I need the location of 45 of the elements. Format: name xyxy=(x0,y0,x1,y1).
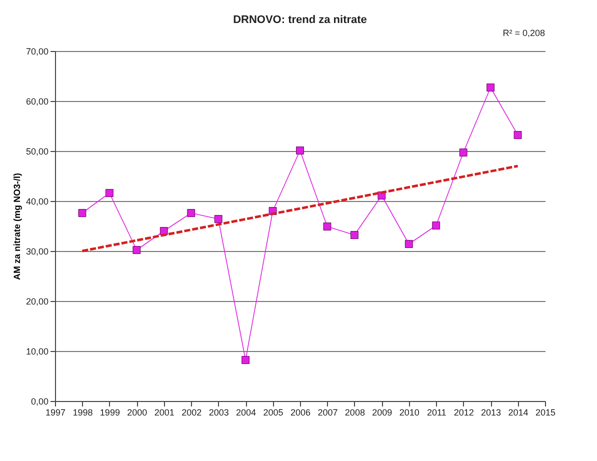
point xyxy=(459,148,468,156)
y-tick-label: 60,00 xyxy=(26,96,48,106)
x-tick-label: 2001 xyxy=(154,408,174,418)
point xyxy=(323,222,332,230)
x-tick-label: 2009 xyxy=(372,408,392,418)
point xyxy=(214,215,222,223)
y-tick-label: 30,00 xyxy=(26,246,48,256)
point xyxy=(514,131,522,139)
y-tick-label: 50,00 xyxy=(26,146,48,156)
text: R² = 0,208 xyxy=(502,28,545,38)
x-tick-label: 2003 xyxy=(208,408,229,418)
x-tick-label: 2002 xyxy=(182,408,202,418)
point xyxy=(78,209,86,217)
y-tick-label: 20,00 xyxy=(26,296,48,306)
x-tick-label: 2008 xyxy=(344,408,365,418)
x-tick-label: 2013 xyxy=(481,408,502,418)
point xyxy=(296,146,304,154)
x-tick-label: 2005 xyxy=(263,408,284,418)
point xyxy=(160,227,168,235)
x-tick-label: 2010 xyxy=(399,408,420,418)
y-tick-label: 70,00 xyxy=(26,46,48,56)
point xyxy=(486,84,495,92)
y-tick-label: 40,00 xyxy=(26,196,48,206)
x-tick-label: 1999 xyxy=(100,408,120,418)
x-tick-label: 2014 xyxy=(508,408,528,418)
x-tick-label: 2015 xyxy=(535,408,556,418)
x-tick-label: 2006 xyxy=(290,408,311,418)
x-tick-label: 1998 xyxy=(72,408,93,418)
point xyxy=(432,222,440,230)
point xyxy=(242,356,250,364)
y-tick-label: 0,00 xyxy=(30,396,48,406)
x-tick-label: 2004 xyxy=(236,408,256,418)
point xyxy=(404,240,413,248)
x-tick-label: 2007 xyxy=(318,408,338,418)
x-tick-label: 1997 xyxy=(45,408,66,418)
point xyxy=(105,189,114,197)
point xyxy=(350,231,358,239)
x-tick-label: 2012 xyxy=(454,408,474,418)
y-tick-label: 10,00 xyxy=(26,346,48,356)
point xyxy=(132,246,141,254)
x-tick-label: 2000 xyxy=(127,408,148,418)
point xyxy=(187,209,196,217)
chart-title: DRNOVO: trend za nitrate xyxy=(233,14,367,26)
x-tick-label: 2011 xyxy=(426,408,446,418)
y-axis-title: AM za nitrate (mg NO3-/l) xyxy=(12,172,22,280)
